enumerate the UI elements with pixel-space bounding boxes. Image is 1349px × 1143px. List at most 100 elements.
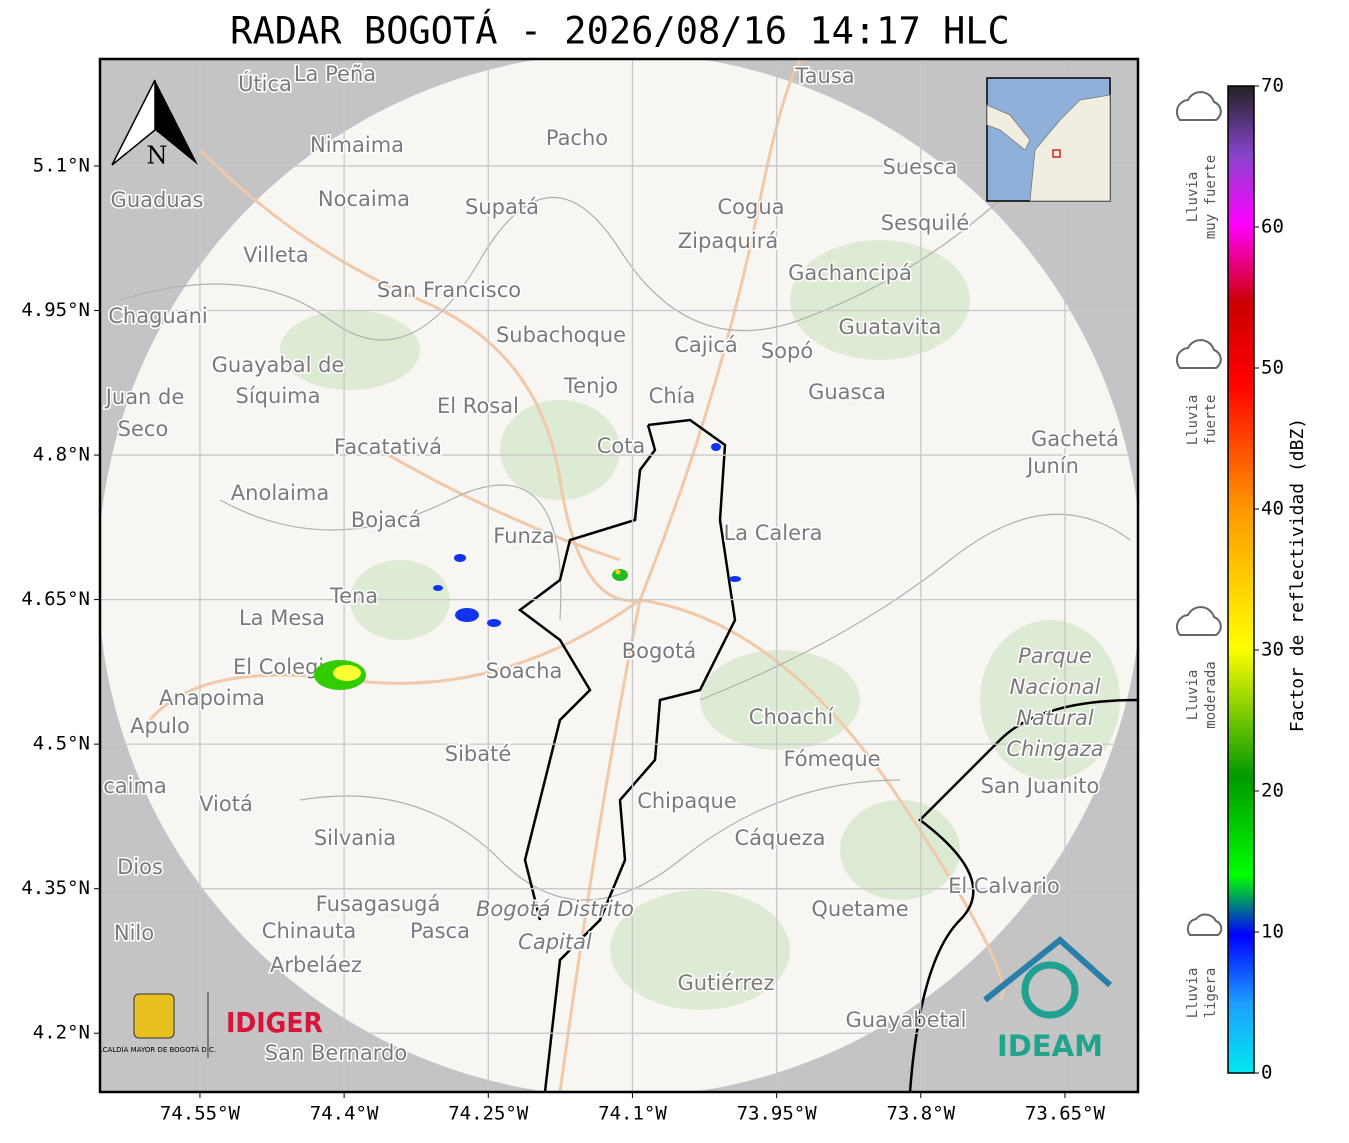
lat-tick-label: 4.95°N (21, 299, 90, 321)
place-label: La Mesa (239, 606, 325, 630)
place-label: La Calera (723, 521, 822, 545)
place-label: Tausa (794, 64, 854, 88)
place-label: Funza (493, 524, 554, 548)
place-label: Nimaima (310, 133, 404, 157)
place-label: Quetame (811, 897, 908, 921)
lon-tick-label: 74.55°W (160, 1103, 241, 1125)
place-label: Pacho (546, 126, 608, 150)
place-label: Fómeque (783, 747, 880, 771)
colorbar-tick-label: 70 (1261, 75, 1284, 97)
place-label: Choachí (749, 705, 835, 729)
place-label: Guaduas (111, 188, 204, 212)
place-label: Arbeláez (270, 953, 362, 977)
place-label: San Francisco (377, 278, 521, 302)
place-label: El Rosal (437, 394, 519, 418)
place-label: Apulo (130, 714, 190, 738)
place-label: San Juanito (981, 774, 1100, 798)
place-label: Anapoima (159, 686, 265, 710)
place-label: Supatá (465, 195, 539, 219)
place-label: Seco (118, 417, 169, 441)
place-label: Guatavita (839, 315, 942, 339)
lon-tick-label: 73.65°W (1025, 1103, 1106, 1125)
place-label: Chaguani (108, 304, 208, 328)
district-label: Capital (518, 930, 592, 954)
lon-tick-label: 73.95°W (737, 1103, 818, 1125)
park-label: Nacional (1010, 675, 1101, 699)
colorbar (1227, 85, 1255, 1074)
north-arrow: N (111, 79, 198, 170)
place-label: Síquima (236, 384, 321, 408)
place-label: La Peña (294, 62, 376, 86)
place-label: Dios (117, 855, 163, 879)
colorbar-tick-label: 10 (1261, 921, 1284, 943)
place-label: Tena (329, 584, 378, 608)
place-label: Cajicá (674, 333, 738, 357)
place-label: Cota (597, 434, 646, 458)
boundaries (119, 196, 1131, 901)
place-label: Guayabal de (212, 353, 345, 377)
lat-tick-label: 4.8°N (33, 444, 90, 466)
park-label: Parque (1018, 644, 1092, 668)
vegetation (280, 240, 1120, 1010)
rain-level-label: ligera (1203, 968, 1219, 1019)
place-label: Bogotá (622, 639, 697, 663)
colorbar-tick-label: 0 (1261, 1062, 1272, 1084)
place-label: Anolaima (231, 481, 329, 505)
colorbar-tick-label: 20 (1261, 780, 1284, 802)
north-label: N (147, 142, 168, 170)
place-label: Facatativá (334, 435, 442, 459)
rain-level-label: Lluvia (1185, 968, 1201, 1019)
place-label: Silvania (314, 826, 396, 850)
place-labels: Útica La Peña Tausa Pacho Nimaima Suesca Guadu… (102, 61, 1121, 1067)
lon-tick-label: 74.25°W (448, 1103, 529, 1125)
district-label: Bogotá Distrito (476, 897, 634, 921)
colorbar-tick-label: 40 (1261, 498, 1284, 520)
logo-text: IDEAM (997, 1029, 1103, 1063)
place-label: Sopó (761, 339, 813, 363)
place-label: Pasca (410, 919, 470, 943)
place-label: Suesca (883, 155, 958, 179)
place-label: Bojacá (351, 508, 421, 532)
place-label: Chía (649, 384, 696, 408)
inset-map (986, 77, 1111, 202)
lat-tick-label: 4.65°N (21, 588, 90, 610)
place-label: Zipaquirá (678, 229, 778, 253)
place-label: Cogua (717, 195, 784, 219)
place-label: Nocaima (318, 187, 410, 211)
place-label: Villeta (243, 243, 308, 267)
place-label: Viotá (199, 792, 253, 816)
graticule (100, 59, 1138, 1092)
rain-level-label: moderada (1203, 661, 1219, 728)
place-label: Gachetá (1031, 427, 1119, 451)
rain-level-label: muy fuerte (1203, 155, 1219, 239)
place-label: Útica (238, 71, 292, 96)
rain-level-label: Lluvia (1185, 172, 1201, 223)
lon-tick-label: 74.4°W (310, 1103, 379, 1125)
place-label: Junín (1025, 454, 1079, 478)
radar-echoes (314, 443, 741, 690)
lat-tick-label: 4.5°N (33, 733, 90, 755)
place-label: Guasca (808, 380, 886, 404)
title: RADAR BOGOTÁ - 2026/08/16 14:17 HLC (230, 9, 1010, 53)
place-label: caima (103, 774, 167, 798)
rain-level-label: fuerte (1203, 395, 1219, 446)
lon-tick-label: 74.1°W (598, 1103, 667, 1125)
logo-ideam: IDEAM (983, 936, 1113, 1063)
place-label: Cáqueza (735, 826, 826, 850)
place-label: Gutiérrez (678, 971, 775, 995)
rain-level-label: Lluvia (1185, 670, 1201, 721)
place-label: Subachoque (496, 323, 626, 347)
place-label: Soacha (486, 659, 563, 683)
place-label: Gachancipá (788, 261, 912, 285)
colorbar-label: Factor de reflectividad (dBZ) (1287, 418, 1308, 732)
park-label: Natural (1016, 706, 1094, 730)
place-label: El Calvario (948, 874, 1060, 898)
lon-tick-label: 73.8°W (886, 1103, 955, 1125)
colorbar-tick-label: 50 (1261, 357, 1284, 379)
map-frame (98, 57, 1140, 1094)
park-label: Chingaza (1006, 737, 1103, 761)
place-label: Tenjo (563, 374, 618, 398)
place-label: Juan de (104, 385, 185, 409)
